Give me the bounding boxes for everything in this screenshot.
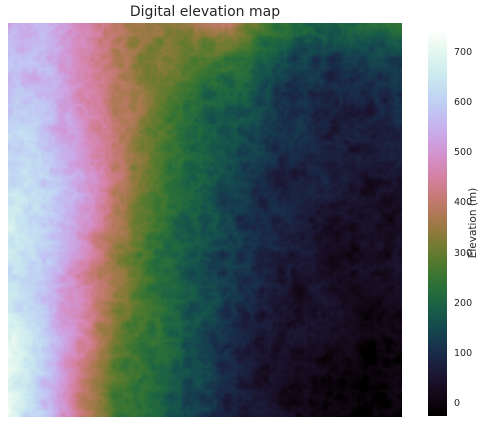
chart-title: Digital elevation map (129, 4, 281, 20)
colorbar-tick-label: 500 (454, 147, 473, 159)
colorbar-tick-label: 0 (454, 397, 461, 409)
colorbar-tick-label: 400 (454, 197, 473, 209)
colorbar-tick-label: 600 (454, 97, 473, 109)
colorbar-tick-label: 300 (454, 247, 473, 259)
colorbar-tick-label: 100 (454, 347, 473, 359)
elevation-heatmap (8, 23, 402, 417)
colorbar (428, 30, 447, 416)
colorbar-tick-label: 200 (454, 297, 473, 309)
colorbar-ticks: 0 100 200 300 400 500 600 700 (447, 0, 487, 424)
colorbar-tick-label: 700 (454, 47, 473, 59)
